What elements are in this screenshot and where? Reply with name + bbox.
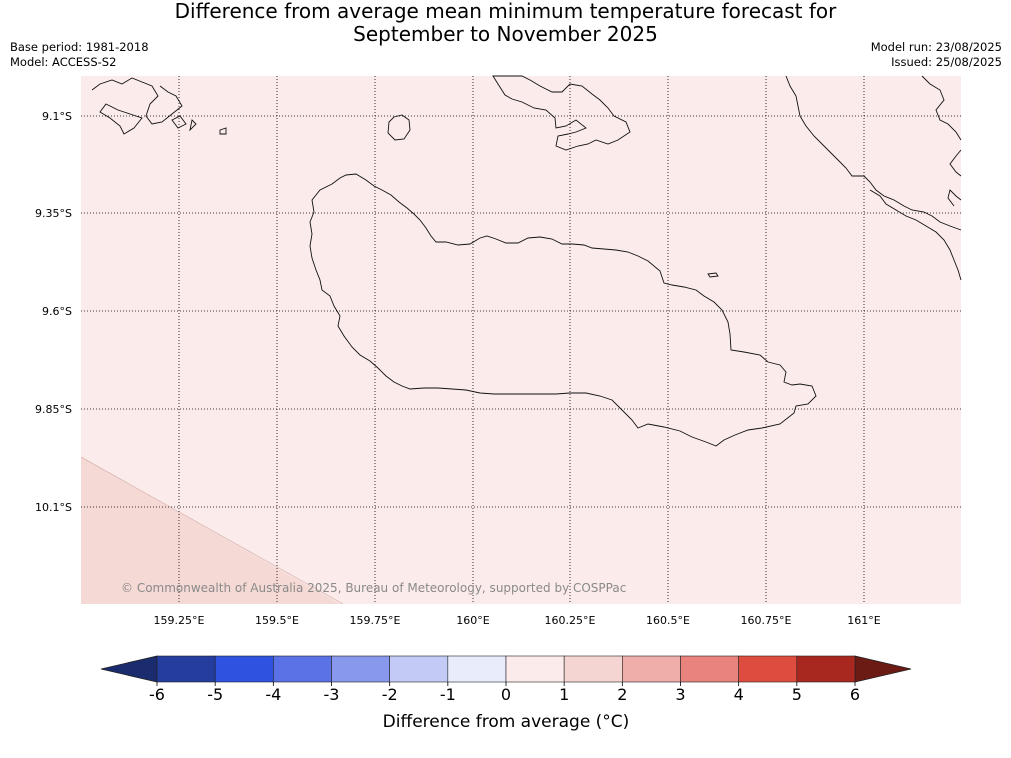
- longitude-label: 160.5°E: [646, 614, 690, 627]
- latitude-label: 9.85°S: [35, 403, 72, 416]
- colorbar-segment: [738, 655, 798, 683]
- longitude-label: 160.75°E: [741, 614, 792, 627]
- meta-right: Model run: 23/08/2025 Issued: 25/08/2025: [871, 40, 1002, 70]
- colorbar-tick-label: 4: [734, 685, 744, 704]
- latitude-label: 9.6°S: [42, 305, 72, 318]
- map-background: [81, 76, 961, 604]
- colorbar-segment: [505, 655, 565, 683]
- colorbar-tick-label: -1: [440, 685, 456, 704]
- coastline-islet-east: [707, 272, 719, 278]
- title-line-1: Difference from average mean minimum tem…: [174, 0, 837, 23]
- coastline-northwest-islands: [91, 77, 227, 135]
- coastline-florida-islands: [492, 75, 631, 151]
- model-run: Model run: 23/08/2025: [870, 40, 1002, 54]
- latitude-label: 10.1°S: [35, 501, 72, 514]
- map-title: Difference from average mean minimum tem…: [0, 0, 1011, 46]
- map-panel: 9.1°S9.35°S9.6°S9.85°S10.1°S 159.25°E 159…: [35, 75, 962, 627]
- latitude-label: 9.35°S: [35, 207, 72, 220]
- latitude-labels: 9.1°S 9.35°S 9.6°S 9.85°S 10.1°S: [35, 110, 72, 514]
- colorbar-tick-label: 1: [559, 685, 569, 704]
- longitude-label: 159.25°E: [154, 614, 205, 627]
- colorbar-segment: [389, 655, 449, 683]
- coastline-malaita: [785, 75, 962, 281]
- colorbar-segment: [796, 655, 856, 683]
- base-period: Base period: 1981-2018: [10, 40, 149, 54]
- colorbar-segment: [273, 655, 332, 683]
- title-line-2: September to November 2025: [353, 22, 658, 46]
- issued-date: Issued: 25/08/2025: [891, 55, 1002, 69]
- colorbar-tick-label: 5: [792, 685, 802, 704]
- model-name: Model: ACCESS-S2: [10, 55, 117, 69]
- coastline-guadalcanal: [309, 173, 817, 447]
- longitude-labels: 159.25°E 159.5°E 159.75°E 160°E 160.25°E 160.…: [154, 614, 881, 627]
- meta-left: Base period: 1981-2018 Model: ACCESS-S2: [10, 40, 149, 70]
- longitude-label: 161°E: [847, 614, 880, 627]
- colorbar-segment: [563, 655, 623, 683]
- colorbar-tick-label: -2: [382, 685, 398, 704]
- colorbar-tick-label: 2: [617, 685, 627, 704]
- colorbar-tick-label: -3: [324, 685, 340, 704]
- coastline-savo: [387, 114, 411, 141]
- colorbar-tick-label: -6: [149, 685, 165, 704]
- colorbar-tick-label: 6: [850, 685, 860, 704]
- latitude-label: 9.1°S: [42, 110, 72, 123]
- colorbar-segment: [680, 655, 739, 683]
- colorbar-over-arrow: [854, 655, 912, 683]
- colorbar-title: Difference from average (°C): [383, 712, 630, 732]
- colorbar-under-arrow: [100, 655, 158, 683]
- colorbar-tick-label: 3: [675, 685, 685, 704]
- gridlines: [81, 76, 961, 604]
- colorbar: -6 -5 -4 -3 -2 -1 0 1 2 3 4 5 6: [100, 655, 912, 704]
- colorbar-segment: [331, 655, 390, 683]
- colorbar-segment: [156, 655, 216, 683]
- longitude-label: 159.75°E: [350, 614, 401, 627]
- colorbar-segment: [214, 655, 274, 683]
- longitude-label: 159.5°E: [255, 614, 299, 627]
- colorbar-segment: [447, 655, 507, 683]
- colorbar-tick-label: -5: [207, 685, 223, 704]
- colorbar-tick-label: 0: [501, 685, 511, 704]
- colorbar-tick-label: -4: [265, 685, 281, 704]
- longitude-label: 160°E: [456, 614, 489, 627]
- copyright-notice: © Commonwealth of Australia 2025, Bureau…: [121, 581, 626, 595]
- anomaly-patch-edge: [80, 456, 344, 605]
- longitude-label: 160.25°E: [545, 614, 596, 627]
- colorbar-segment: [622, 655, 681, 683]
- coastlines: [91, 75, 962, 447]
